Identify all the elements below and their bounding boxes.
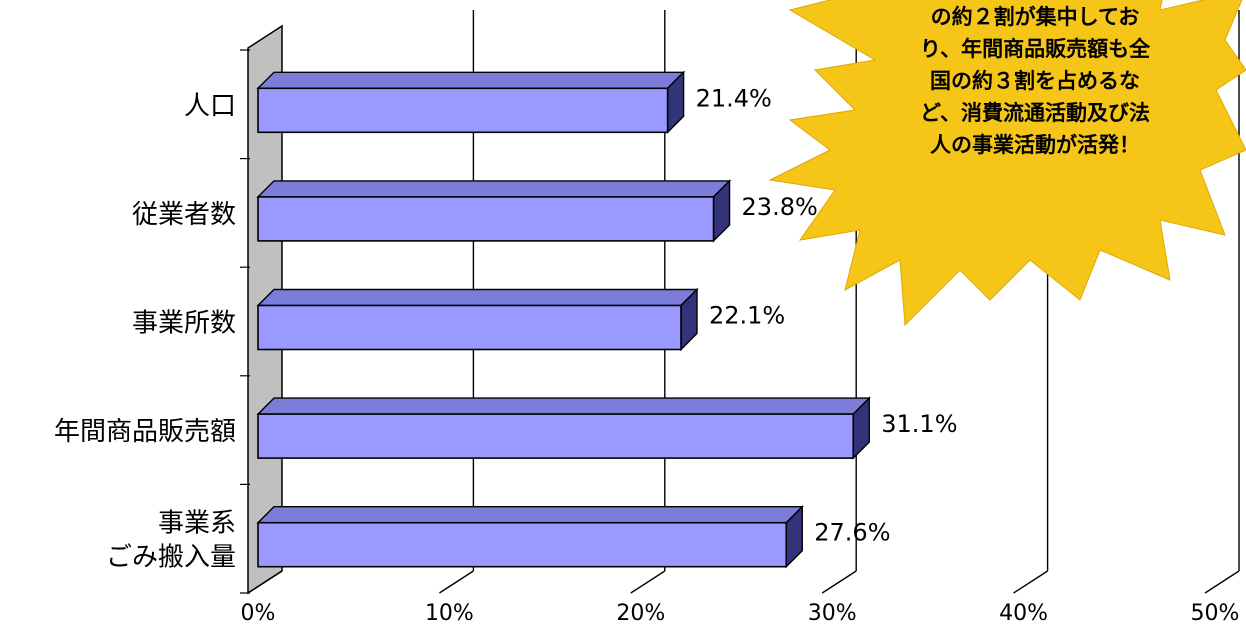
x-tick-label: 40%	[999, 601, 1048, 626]
category-label: 年間商品販売額	[54, 417, 236, 447]
category-label: 事業系ごみ搬入量	[106, 509, 236, 573]
category-label: 従業者数	[132, 200, 236, 230]
bar	[257, 413, 855, 459]
callout-text-line: の約２割が集中してお	[931, 5, 1140, 29]
category-label-line: ごみ搬入量	[106, 543, 236, 573]
bar	[257, 304, 682, 351]
category-label-line: 事業系	[158, 509, 236, 539]
data-label: 22.1%	[709, 302, 785, 330]
bar	[257, 87, 669, 134]
gridline-depth	[1204, 570, 1240, 594]
bar-top	[256, 180, 732, 198]
data-label: 23.8%	[742, 193, 818, 221]
gridline-depth	[821, 570, 857, 594]
gridline-depth	[247, 570, 283, 594]
data-label: 31.1%	[881, 410, 957, 438]
x-tick-label: 30%	[808, 601, 857, 626]
data-label: 21.4%	[696, 84, 772, 112]
data-label: 27.6%	[814, 519, 890, 547]
bar-top	[256, 71, 686, 90]
callout-text-line: 国の約３割を占めるな	[930, 69, 1140, 93]
bar	[257, 521, 788, 568]
category-label: 人口	[184, 91, 236, 121]
bar-top	[256, 506, 804, 524]
gridline-depth	[439, 570, 474, 594]
bar-top	[256, 397, 871, 415]
bar	[257, 196, 715, 242]
gridline-depth	[1013, 570, 1048, 594]
callout-text-line: り、年間商品販売額も全	[920, 37, 1151, 61]
x-tick-label: 0%	[241, 601, 276, 626]
callout-text-line: ど、消費流通活動及び法	[920, 101, 1150, 125]
x-tick-label: 50%	[1191, 601, 1240, 626]
category-label: 事業所数	[132, 309, 236, 339]
callout-starburst	[768, 0, 1246, 327]
x-tick-label: 20%	[616, 601, 665, 626]
bar-top	[256, 288, 699, 307]
callout-text-line: 人の事業活動が活発！	[930, 133, 1140, 157]
gridline-depth	[630, 570, 666, 594]
x-tick-label: 10%	[425, 601, 474, 626]
